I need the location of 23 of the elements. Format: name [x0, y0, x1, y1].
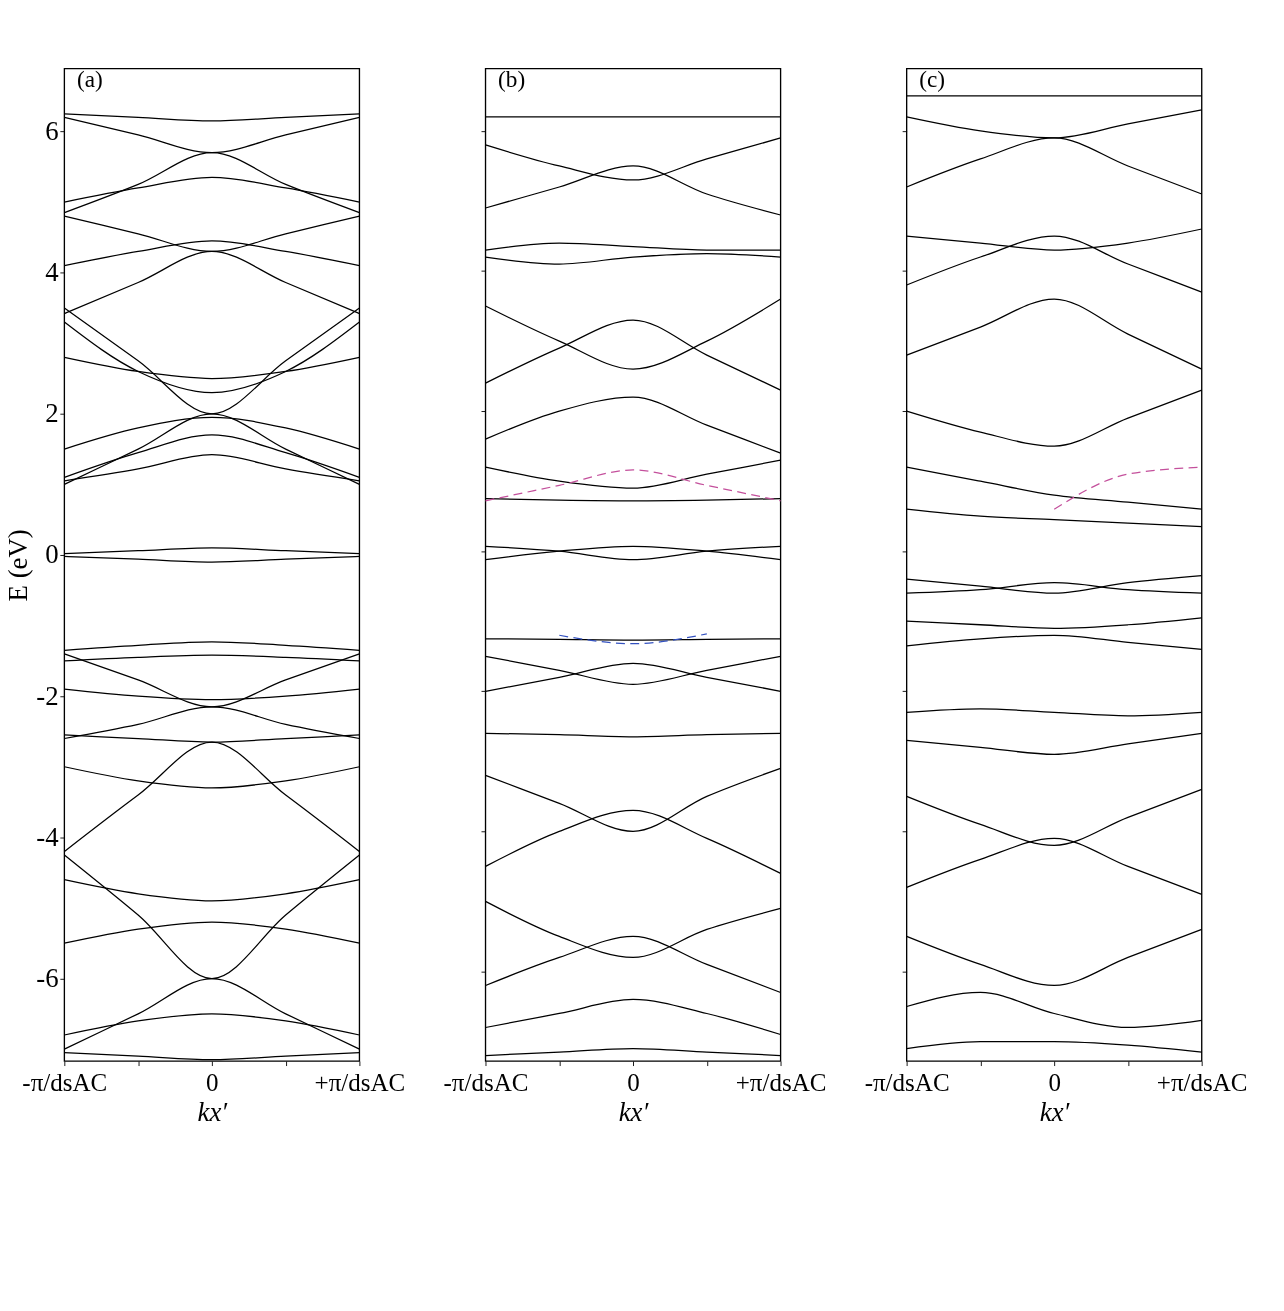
- y-tick-label: -2: [36, 680, 59, 711]
- y-axis-title: E (eV): [3, 529, 34, 602]
- x-tick-label: -π/dsAC: [22, 1069, 108, 1097]
- y-tick-label: -6: [36, 963, 59, 994]
- y-tick-label: 4: [45, 257, 59, 288]
- x-tick-label: -π/dsAC: [443, 1069, 529, 1097]
- x-tick-label: 0: [1048, 1069, 1061, 1097]
- annotation: (b): [498, 66, 526, 93]
- x-tick-label: +π/dsAC: [314, 1069, 406, 1097]
- y-tick-label: 6: [45, 115, 59, 146]
- y-tick-label: 2: [45, 398, 59, 429]
- y-tick-label: 0: [45, 539, 59, 570]
- x-axis-title: kx′: [1039, 1097, 1071, 1128]
- annotation: (a): [76, 66, 103, 93]
- x-tick-label: 0: [206, 1069, 219, 1097]
- x-tick-label: 0: [627, 1069, 640, 1097]
- x-axis-title: kx′: [197, 1097, 229, 1128]
- x-tick-label: +π/dsAC: [1156, 1069, 1248, 1097]
- x-axis-title: kx′: [618, 1097, 650, 1128]
- y-tick-label: -4: [36, 821, 59, 852]
- annotation: (c): [919, 66, 945, 93]
- x-tick-label: +π/dsAC: [735, 1069, 827, 1097]
- x-tick-label: -π/dsAC: [864, 1069, 950, 1097]
